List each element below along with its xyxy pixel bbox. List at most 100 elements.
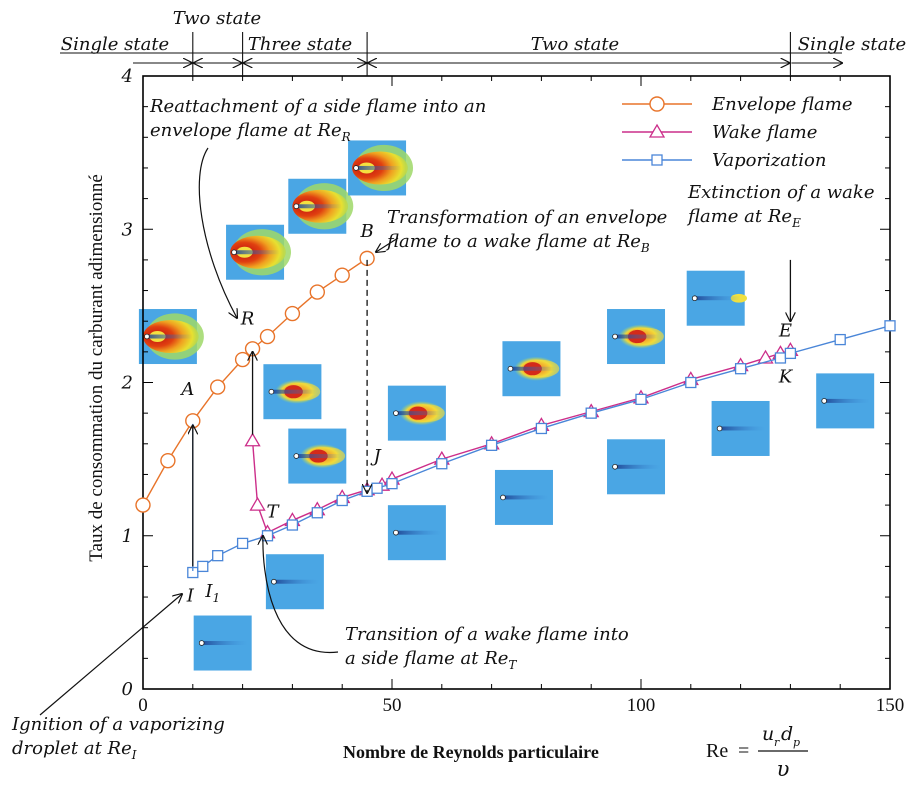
annotation-line: a side flame at ReT [345, 648, 517, 672]
droplet [394, 530, 399, 535]
vapor-trail [718, 426, 766, 430]
data-point [335, 268, 349, 282]
vapor-trail [354, 166, 402, 170]
annotation-line: envelope flame at ReR [150, 120, 351, 144]
flame-inset-wake [263, 364, 321, 419]
vapor-trail [145, 335, 193, 339]
data-point [437, 459, 447, 469]
legend-marker [652, 155, 662, 165]
data-point [686, 378, 696, 388]
droplet [717, 426, 722, 431]
point-label: B [359, 221, 373, 242]
x-tick-label: 0 [138, 695, 148, 716]
vapor-trail [822, 399, 870, 403]
formula-d: d [781, 723, 793, 745]
droplet [271, 579, 276, 584]
annotation: Extinction of a wake flame at ReE [686, 182, 874, 230]
data-point [785, 348, 795, 358]
flame-inset-wake [607, 309, 665, 364]
vapor-trail [394, 411, 442, 415]
data-point [372, 483, 382, 493]
point-label: K [778, 367, 794, 388]
x-tick-label: 50 [383, 695, 402, 716]
droplet [501, 495, 506, 500]
droplet [508, 366, 513, 371]
point-label: J [369, 446, 382, 467]
y-axis-label: Taux de consommation du carburant adimen… [86, 174, 107, 562]
flame-inset-envelope [226, 225, 291, 280]
formula-u: u [762, 723, 774, 745]
flame-inset-wake [288, 429, 346, 484]
data-point [310, 285, 324, 299]
formula-d-sub: p [793, 736, 800, 749]
y-tick-label: 2 [121, 373, 133, 394]
data-point [487, 440, 497, 450]
droplet [354, 166, 359, 171]
data-point [736, 364, 746, 374]
flame-inset-vaporization [388, 505, 446, 560]
data-point [246, 434, 260, 446]
legend-marker [650, 97, 664, 111]
point-label: T [266, 501, 280, 522]
x-tick-label: 100 [627, 695, 656, 716]
annotation-line: droplet at ReI [12, 738, 137, 762]
vapor-trail [272, 580, 320, 584]
legend-marker [650, 125, 664, 137]
legend: Envelope flame Wake flame Vaporization [622, 94, 853, 171]
annotation-line: Extinction of a wake [687, 182, 874, 203]
flame-inset-extinct [687, 271, 747, 326]
annotation-line: Transformation of an envelope [387, 207, 667, 228]
data-point [236, 353, 250, 367]
data-point [885, 321, 895, 331]
data-point [251, 498, 265, 510]
data-point [238, 538, 248, 548]
data-point [287, 520, 297, 530]
regime-label: Single state [798, 34, 906, 55]
reynolds-formula: Re = u r d pυ [706, 723, 808, 781]
data-point [835, 335, 845, 345]
point-label: I [186, 586, 195, 607]
droplet [394, 411, 399, 416]
annotation: Transformation of an envelopeflame to a … [376, 207, 667, 255]
regime-label: Two state [173, 8, 261, 29]
legend-label: Envelope flame [711, 94, 853, 115]
vapor-trail [200, 641, 248, 645]
flame-inset-envelope [288, 179, 353, 234]
vapor-trail [613, 465, 661, 469]
formula-equals: = [738, 740, 749, 762]
droplet [199, 641, 204, 646]
annotation-pointer [40, 594, 182, 715]
x-axis-label: Nombre de Reynolds particulaire [343, 742, 599, 762]
legend-label: Wake flame [712, 122, 817, 143]
point-label: A [179, 379, 194, 400]
flame-inset-wake [502, 341, 560, 396]
flame-inset-vaporization [712, 401, 770, 456]
formula-u-sub: r [774, 736, 780, 749]
formula-nu: υ [777, 757, 790, 781]
data-point [586, 408, 596, 418]
annotation-line: flame at ReE [686, 206, 801, 230]
droplet [613, 464, 618, 469]
data-point [312, 508, 322, 518]
flame-inset-envelope [348, 140, 413, 195]
point-label: E [778, 321, 792, 342]
data-point [211, 380, 225, 394]
vapor-trail [693, 296, 741, 300]
data-point [636, 394, 646, 404]
vapor-trail [294, 454, 342, 458]
flame-inset-wake [388, 386, 446, 441]
droplet [294, 454, 299, 459]
y-tick-label: 1 [122, 526, 133, 547]
data-point [213, 551, 223, 561]
regime-label: Three state [248, 34, 352, 55]
annotation-line: Ignition of a vaporizing [11, 714, 225, 735]
data-point [261, 330, 275, 344]
series-layer [136, 251, 895, 577]
data-point [285, 307, 299, 321]
droplet [822, 398, 827, 403]
flame-inset-vaporization [495, 470, 553, 525]
vapor-trail [232, 250, 280, 254]
data-point [198, 561, 208, 571]
vapor-trail [613, 335, 661, 339]
